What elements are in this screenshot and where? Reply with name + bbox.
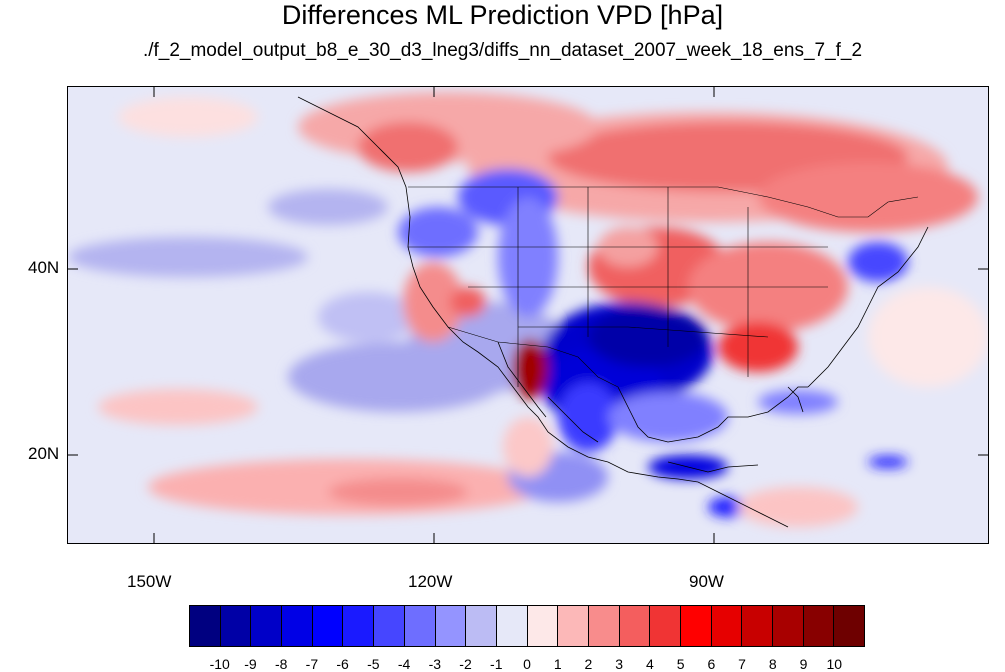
colorbar-tick-label: -7	[305, 656, 319, 672]
colorbar-tick-label: -5	[367, 656, 380, 672]
colorbar-swatch	[343, 606, 375, 646]
colorbar-tick-label: -3	[428, 656, 442, 672]
colorbar-swatch	[558, 606, 589, 646]
lon-label-90w: 90W	[689, 572, 724, 591]
lat-label-40n: 40N	[28, 258, 60, 277]
coastline	[297, 96, 929, 528]
colorbar-tick-label: -8	[274, 656, 288, 672]
colorbar-swatch	[588, 606, 620, 646]
colorbar-tick-label: 2	[584, 656, 593, 672]
colorbar-swatch	[742, 606, 774, 646]
colorbar-swatch	[711, 606, 743, 646]
colorbar-swatch	[190, 606, 221, 646]
colorbar-tick-label: 7	[738, 656, 746, 672]
lon-label-150w: 150W	[127, 572, 172, 591]
colorbar-tick-label: -6	[336, 656, 349, 672]
colorbar-swatch	[251, 606, 283, 646]
colorbar-tick-label: -4	[397, 656, 411, 672]
colorbar-swatch	[803, 606, 835, 646]
colorbar-tick-label: 5	[676, 656, 685, 672]
colorbar-tick-label: 4	[646, 656, 654, 672]
colorbar-swatch	[650, 606, 681, 646]
plot-title: Differences ML Prediction VPD [hPa]	[281, 0, 724, 30]
colorbar	[189, 605, 865, 647]
colorbar-tick-label: 10	[826, 656, 843, 672]
colorbar-tick-label: 1	[553, 656, 562, 672]
colorbar-swatch	[773, 606, 804, 646]
colorbar-swatch	[312, 606, 344, 646]
colorbar-tick-label: -2	[459, 656, 472, 672]
lon-label-120w: 120W	[408, 572, 453, 591]
lat-label-20n: 20N	[28, 444, 60, 463]
map-field	[68, 87, 988, 543]
colorbar-tick-label: -10	[209, 656, 230, 672]
colorbar-tick-label: 3	[615, 656, 624, 672]
colorbar-swatch	[404, 606, 436, 646]
map-panel	[67, 86, 989, 544]
colorbar-tick-label: -1	[490, 656, 503, 672]
plot-subtitle: ./f_2_model_output_b8_e_30_d3_lneg3/diff…	[142, 40, 863, 61]
colorbar-swatch	[220, 606, 252, 646]
colorbar-tick-label: 0	[523, 656, 531, 672]
colorbar-swatch	[619, 606, 651, 646]
colorbar-swatch	[282, 606, 313, 646]
colorbar-swatch	[834, 606, 865, 646]
borders	[408, 186, 919, 388]
map-ticks	[68, 87, 988, 543]
colorbar-swatch	[681, 606, 712, 646]
anomaly-field	[68, 92, 988, 527]
colorbar-swatch	[374, 606, 405, 646]
colorbar-tick-label: 9	[799, 656, 808, 672]
colorbar-swatch	[496, 606, 528, 646]
colorbar-swatch	[527, 606, 559, 646]
colorbar-swatch	[466, 606, 497, 646]
colorbar-tick-label: 6	[707, 656, 716, 672]
colorbar-tick-label: -9	[244, 656, 257, 672]
colorbar-tick-label: 8	[768, 656, 777, 672]
colorbar-swatch	[435, 606, 467, 646]
